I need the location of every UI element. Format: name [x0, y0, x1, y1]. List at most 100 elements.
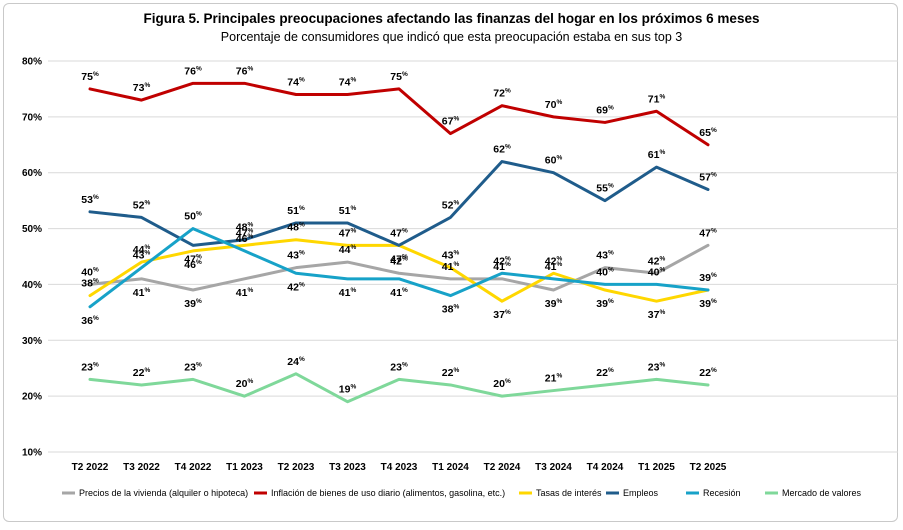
- chart-subtitle: Porcentaje de consumidores que indicó qu…: [220, 30, 683, 44]
- x-tick-label: T1 2023: [226, 462, 263, 473]
- data-label: 75%: [390, 71, 408, 83]
- data-label: 57%: [699, 171, 717, 183]
- data-label: 40%: [81, 266, 99, 278]
- data-label: 40%: [648, 266, 666, 278]
- series-line: [88, 227, 710, 309]
- series-line: [88, 243, 710, 292]
- data-label: 51%: [339, 205, 357, 217]
- legend-label: Recesión: [703, 488, 741, 498]
- data-label: 22%: [699, 367, 717, 379]
- chart-frame: [3, 3, 898, 522]
- data-label: 38%: [442, 304, 460, 316]
- data-label: 20%: [493, 378, 511, 390]
- data-label: 74%: [287, 77, 305, 89]
- data-label: 42%: [648, 255, 666, 267]
- y-tick-label: 70%: [22, 112, 42, 123]
- x-tick-label: T1 2024: [432, 462, 469, 473]
- y-tick-label: 20%: [22, 392, 42, 403]
- data-label: 46%: [236, 233, 254, 245]
- data-label: 60%: [545, 155, 563, 167]
- data-label: 22%: [442, 367, 460, 379]
- data-label: 42%: [390, 255, 408, 267]
- data-label: 62%: [493, 144, 511, 156]
- data-label: 47%: [184, 253, 202, 265]
- data-label: 43%: [133, 250, 151, 262]
- data-label: 72%: [493, 88, 511, 100]
- data-label: 43%: [442, 250, 460, 262]
- legend-label: Mercado de valores: [782, 488, 862, 498]
- series-line: [88, 372, 710, 404]
- legend-label: Tasas de interés: [536, 488, 602, 498]
- chart-title: Figura 5. Principales preocupaciones afe…: [143, 11, 760, 26]
- data-label: 44%: [339, 244, 357, 256]
- y-tick-label: 10%: [22, 448, 42, 459]
- data-label: 41%: [442, 261, 460, 273]
- data-label: 71%: [648, 93, 666, 105]
- data-label: 46%: [184, 259, 202, 271]
- data-label: 42%: [545, 255, 563, 267]
- data-label: 47%: [390, 227, 408, 239]
- y-tick-label: 60%: [22, 168, 42, 179]
- data-label: 52%: [133, 199, 151, 211]
- data-label: 39%: [596, 298, 614, 310]
- x-tick-label: T2 2023: [278, 462, 315, 473]
- data-label: 23%: [184, 361, 202, 373]
- x-tick-label: T2 2024: [484, 462, 521, 473]
- data-label: 76%: [184, 65, 202, 77]
- data-label: 43%: [596, 250, 614, 262]
- data-label: 22%: [133, 367, 151, 379]
- data-label: 53%: [81, 194, 99, 206]
- data-label: 23%: [390, 361, 408, 373]
- x-tick-label: T4 2024: [587, 462, 624, 473]
- data-label: 23%: [81, 361, 99, 373]
- data-label: 23%: [648, 361, 666, 373]
- data-label: 42%: [287, 281, 305, 293]
- data-label: 41%: [493, 261, 511, 273]
- data-label: 76%: [236, 65, 254, 77]
- data-label: 40%: [596, 266, 614, 278]
- legend-label: Inflación de bienes de uso diario (alime…: [271, 488, 505, 498]
- data-label: 47%: [699, 227, 717, 239]
- data-label: 48%: [287, 222, 305, 234]
- data-label: 70%: [545, 99, 563, 111]
- x-tick-label: T3 2024: [535, 462, 572, 473]
- y-tick-label: 30%: [22, 336, 42, 347]
- data-label: 24%: [287, 356, 305, 368]
- data-label: 41%: [545, 261, 563, 273]
- series-line: [88, 81, 710, 147]
- data-label: 52%: [442, 199, 460, 211]
- x-tick-label: T4 2023: [381, 462, 418, 473]
- data-label: 47%: [390, 253, 408, 265]
- x-tick-label: T3 2023: [329, 462, 366, 473]
- data-label: 39%: [184, 298, 202, 310]
- data-label: 47%: [339, 227, 357, 239]
- gridlines: [48, 60, 898, 453]
- data-label: 67%: [442, 116, 460, 128]
- y-tick-label: 50%: [22, 224, 42, 235]
- data-label: 39%: [545, 298, 563, 310]
- data-label: 41%: [236, 287, 254, 299]
- data-label: 73%: [133, 82, 151, 94]
- data-label: 19%: [339, 384, 357, 396]
- data-label: 65%: [699, 127, 717, 139]
- data-label: 37%: [648, 309, 666, 321]
- data-label: 37%: [493, 309, 511, 321]
- series-line: [88, 160, 710, 247]
- x-tick-label: T1 2025: [638, 462, 675, 473]
- x-tick-label: T4 2022: [175, 462, 212, 473]
- data-label: 44%: [133, 244, 151, 256]
- data-label: 22%: [596, 367, 614, 379]
- data-label: 75%: [81, 71, 99, 83]
- data-label: 74%: [339, 77, 357, 89]
- data-label: 61%: [648, 149, 666, 161]
- data-label: 41%: [133, 287, 151, 299]
- data-label: 39%: [699, 298, 717, 310]
- data-label: 69%: [596, 104, 614, 116]
- data-label: 55%: [596, 183, 614, 195]
- data-label: 43%: [287, 250, 305, 262]
- x-tick-label: T2 2022: [72, 462, 109, 473]
- data-label: 20%: [236, 378, 254, 390]
- data-label: 41%: [339, 287, 357, 299]
- legend-label: Precios de la vivienda (alquiler o hipot…: [79, 488, 248, 498]
